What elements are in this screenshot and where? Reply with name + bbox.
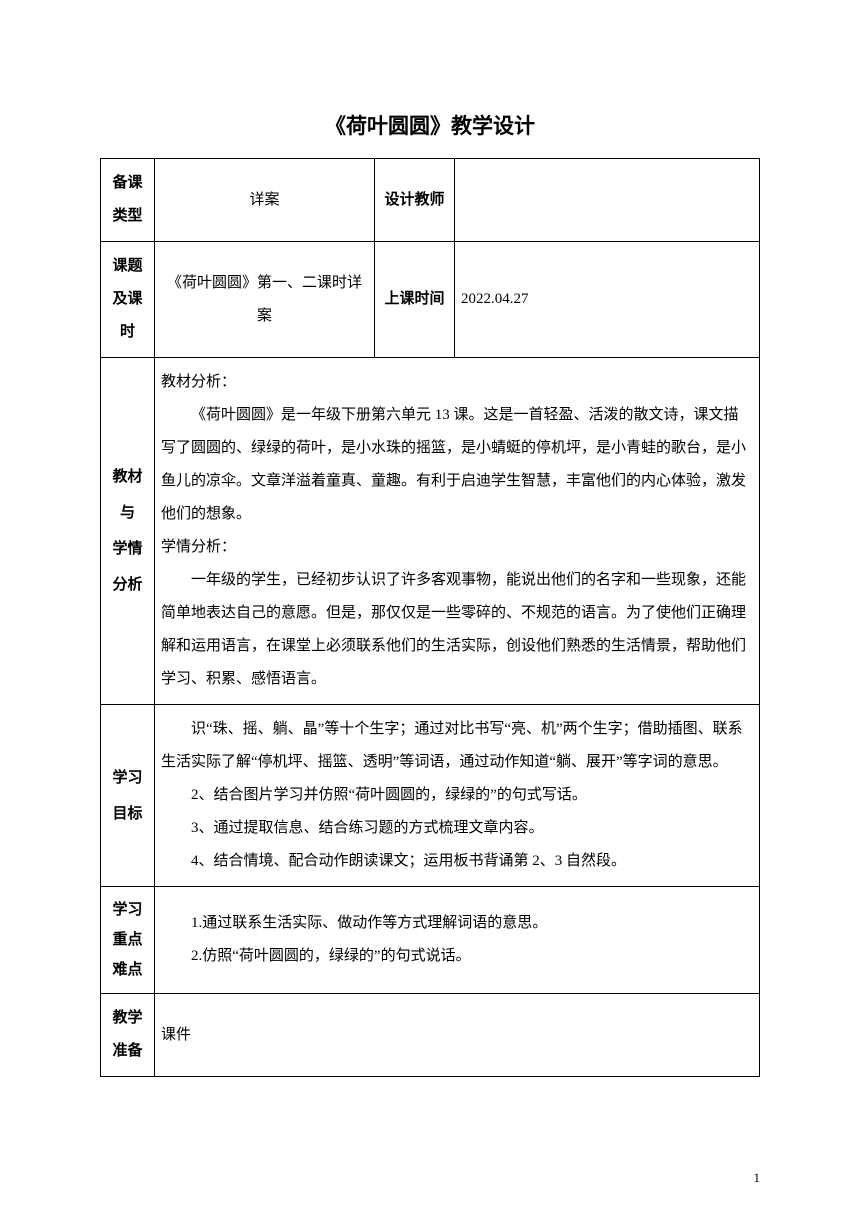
val-prep: 课件 xyxy=(155,994,760,1077)
lesson-plan-table: 备课类型 详案 设计教师 课题及课时 《荷叶圆圆》第一、二课时详案 上课时间 2… xyxy=(100,158,760,1077)
analysis-h2: 学情分析： xyxy=(161,531,753,564)
analysis-p2: 一年级的学生，已经初步认识了许多客观事物，能说出他们的名字和一些现象，还能简单地… xyxy=(161,564,753,696)
row-analysis: 教材与学情分析 教材分析： 《荷叶圆圆》是一年级下册第六单元 13 课。这是一首… xyxy=(101,358,760,705)
focus-p2: 2.仿照“荷叶圆圆的，绿绿的”的句式说话。 xyxy=(161,940,753,973)
label-plan-type: 备课类型 xyxy=(101,159,155,242)
analysis-h1: 教材分析： xyxy=(161,366,753,399)
label-topic: 课题及课时 xyxy=(101,242,155,358)
label-class-time: 上课时间 xyxy=(375,242,455,358)
label-analysis: 教材与学情分析 xyxy=(101,358,155,705)
goals-p1: 识“珠、摇、躺、晶”等十个生字；通过对比书写“亮、机”两个生字；借助插图、联系生… xyxy=(161,713,753,779)
row-plan-type: 备课类型 详案 设计教师 xyxy=(101,159,760,242)
row-prep: 教学准备 课件 xyxy=(101,994,760,1077)
row-focus: 学习重点难点 1.通过联系生活实际、做动作等方式理解词语的意思。 2.仿照“荷叶… xyxy=(101,887,760,994)
val-designer xyxy=(455,159,760,242)
label-goals: 学习目标 xyxy=(101,705,155,887)
val-focus: 1.通过联系生活实际、做动作等方式理解词语的意思。 2.仿照“荷叶圆圆的，绿绿的… xyxy=(155,887,760,994)
row-goals: 学习目标 识“珠、摇、躺、晶”等十个生字；通过对比书写“亮、机”两个生字；借助插… xyxy=(101,705,760,887)
doc-title: 《荷叶圆圆》教学设计 xyxy=(100,110,760,140)
focus-p1: 1.通过联系生活实际、做动作等方式理解词语的意思。 xyxy=(161,907,753,940)
row-topic: 课题及课时 《荷叶圆圆》第一、二课时详案 上课时间 2022.04.27 xyxy=(101,242,760,358)
val-topic: 《荷叶圆圆》第一、二课时详案 xyxy=(155,242,375,358)
goals-p3: 3、通过提取信息、结合练习题的方式梳理文章内容。 xyxy=(161,812,753,845)
goals-p2: 2、结合图片学习并仿照“荷叶圆圆的，绿绿的”的句式写话。 xyxy=(161,779,753,812)
label-focus: 学习重点难点 xyxy=(101,887,155,994)
label-prep: 教学准备 xyxy=(101,994,155,1077)
val-analysis: 教材分析： 《荷叶圆圆》是一年级下册第六单元 13 课。这是一首轻盈、活泼的散文… xyxy=(155,358,760,705)
goals-p4: 4、结合情境、配合动作朗读课文；运用板书背诵第 2、3 自然段。 xyxy=(161,845,753,878)
val-class-time: 2022.04.27 xyxy=(455,242,760,358)
val-plan-type: 详案 xyxy=(155,159,375,242)
val-goals: 识“珠、摇、躺、晶”等十个生字；通过对比书写“亮、机”两个生字；借助插图、联系生… xyxy=(155,705,760,887)
page-number: 1 xyxy=(754,1170,761,1186)
analysis-p1: 《荷叶圆圆》是一年级下册第六单元 13 课。这是一首轻盈、活泼的散文诗，课文描写… xyxy=(161,399,753,531)
label-designer: 设计教师 xyxy=(375,159,455,242)
